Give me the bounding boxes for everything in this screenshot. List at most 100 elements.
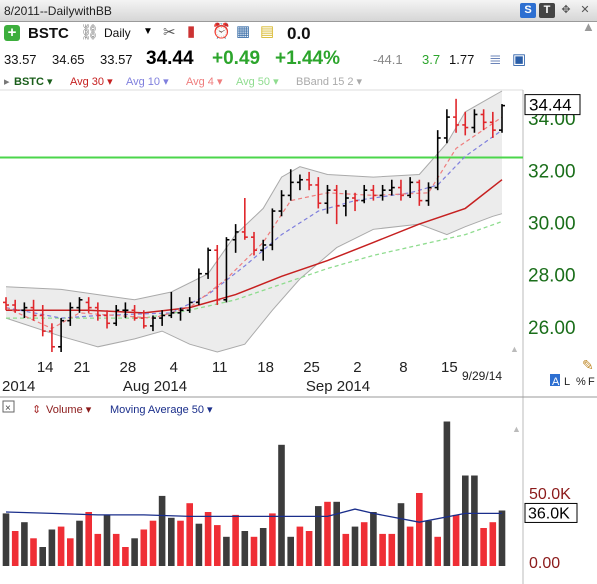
ohlc-bar <box>3 297 9 311</box>
ohlc-bar <box>48 323 55 352</box>
mode-button-2[interactable]: % <box>576 376 586 388</box>
ohlc-bar <box>168 291 175 319</box>
volume-bar <box>241 531 249 566</box>
ohlc-bar <box>30 299 37 321</box>
volume-bar <box>140 529 148 566</box>
price-tick-label: 32.00 <box>528 161 576 182</box>
ohlc-bar <box>342 190 349 217</box>
ohlc-bar <box>76 297 83 313</box>
calendar-icon[interactable]: ▦ <box>236 23 251 40</box>
date-tick-label: 21 <box>74 359 91 376</box>
volume-bar <box>195 523 203 566</box>
chevron-down-icon[interactable]: ▼ <box>143 26 153 37</box>
ohlc-bar <box>296 174 303 191</box>
volume-bar <box>103 514 111 566</box>
volume-bar <box>112 533 120 566</box>
add-symbol-icon[interactable]: + <box>4 25 20 41</box>
mode-button-1[interactable]: L <box>564 376 570 388</box>
volume-bar <box>94 533 102 566</box>
mode-button-3[interactable]: F <box>588 376 595 388</box>
ohlc-bar <box>397 179 404 201</box>
ohlc-bar <box>12 299 19 313</box>
volume-bar <box>462 475 469 566</box>
last-price-box <box>524 94 581 116</box>
legend-item-bstc[interactable]: BSTC ▾ <box>14 76 53 88</box>
scroll-up-icon[interactable]: ▲ <box>582 19 595 34</box>
price-change-pct: +1.44% <box>275 48 340 69</box>
ohlc-bar <box>407 177 414 199</box>
ohlc-bar <box>113 305 120 326</box>
volume-bar <box>30 538 37 566</box>
volume-bar <box>324 501 331 566</box>
legend-item-avg-50[interactable]: Avg 50 ▾ <box>236 76 279 88</box>
ohlc-bar <box>149 315 156 332</box>
volume-bar <box>67 538 74 566</box>
legend-item-avg-10[interactable]: Avg 10 ▾ <box>126 76 169 88</box>
ohlc-bar <box>333 184 340 225</box>
note-icon[interactable]: ▤ <box>260 23 275 40</box>
alarm-clock-icon[interactable]: ⏰ <box>212 23 231 40</box>
price-tick-label: 28.00 <box>528 266 576 287</box>
date-tick-label: 2 <box>353 359 361 376</box>
volume-bar <box>232 514 239 566</box>
current-date-label: 9/29/14 <box>462 369 502 383</box>
link-icon[interactable]: ⛓ <box>80 24 100 41</box>
volume-bar <box>315 506 322 566</box>
date-tick-label: 14 <box>37 359 54 376</box>
volume-bar <box>489 522 497 566</box>
last-volume-axis-label: 36.0K <box>528 505 570 522</box>
date-tick-label: 15 <box>441 359 458 376</box>
window-title-bar: 8/2011--DailywithBB S T ✥ ✕ <box>0 0 597 22</box>
ohlc-bar <box>251 231 257 256</box>
mode-button-0[interactable]: A <box>552 376 560 388</box>
symbol-label[interactable]: BSTC <box>28 25 69 42</box>
date-tick-label: 28 <box>120 359 137 376</box>
volume-bar <box>186 503 193 566</box>
volume-tick-label: 0.00 <box>529 555 560 572</box>
window-controls: S T ✥ ✕ <box>520 3 593 18</box>
ohlc-bar <box>223 237 230 303</box>
ohlc-bar <box>443 109 450 144</box>
legend-item-avg-30[interactable]: Avg 30 ▾ <box>70 76 113 88</box>
legend-item-avg-4[interactable]: Avg 4 ▾ <box>186 76 223 88</box>
volume-bar <box>48 529 56 566</box>
volume-bar <box>351 526 359 566</box>
database-icon[interactable]: ≣ <box>489 51 502 68</box>
volume-bar <box>214 525 221 566</box>
ohlc-bar <box>278 190 285 217</box>
volume-bar <box>57 526 65 566</box>
mode-button-bg <box>550 374 560 386</box>
volume-bar <box>278 444 285 566</box>
ohlc-bar <box>453 98 460 133</box>
volume-bar <box>177 520 184 566</box>
ohlc-bar <box>39 305 46 337</box>
bar-chart-icon[interactable]: ▮ <box>187 23 196 40</box>
close-icon[interactable]: ✕ <box>580 4 590 16</box>
month-label: Sep 2014 <box>306 378 370 395</box>
ohlc-bar <box>324 184 331 214</box>
save-icon[interactable]: ▣ <box>512 51 527 68</box>
volume-bar <box>39 547 46 566</box>
tools-icon[interactable]: ✂ <box>163 24 176 41</box>
move-icon: ⇕ <box>32 404 41 416</box>
collapse-icon[interactable]: ▸ <box>4 76 10 88</box>
period-selector[interactable]: Daily <box>104 26 131 40</box>
ohlc-bar <box>315 177 322 209</box>
bollinger-lower-line <box>5 213 503 353</box>
legend-item-bband[interactable]: BBand 15 2 ▾ <box>296 76 363 88</box>
volume-bar <box>480 528 487 566</box>
date-tick-label: 18 <box>257 359 274 376</box>
volume-bar <box>158 495 166 566</box>
ohlc-bar <box>205 247 212 279</box>
text-mode-icon[interactable]: T <box>539 3 555 18</box>
move-icon[interactable]: ✥ <box>561 4 571 16</box>
price-tick-label: 26.00 <box>528 318 576 339</box>
ohlc-bar <box>94 302 101 321</box>
volume-bar <box>305 531 313 566</box>
price-tick-label: 30.00 <box>528 214 576 235</box>
volume-bar <box>250 536 258 566</box>
bollinger-upper-line <box>5 90 503 301</box>
ohlc-bar <box>122 302 129 319</box>
sync-icon[interactable]: S <box>520 3 536 18</box>
